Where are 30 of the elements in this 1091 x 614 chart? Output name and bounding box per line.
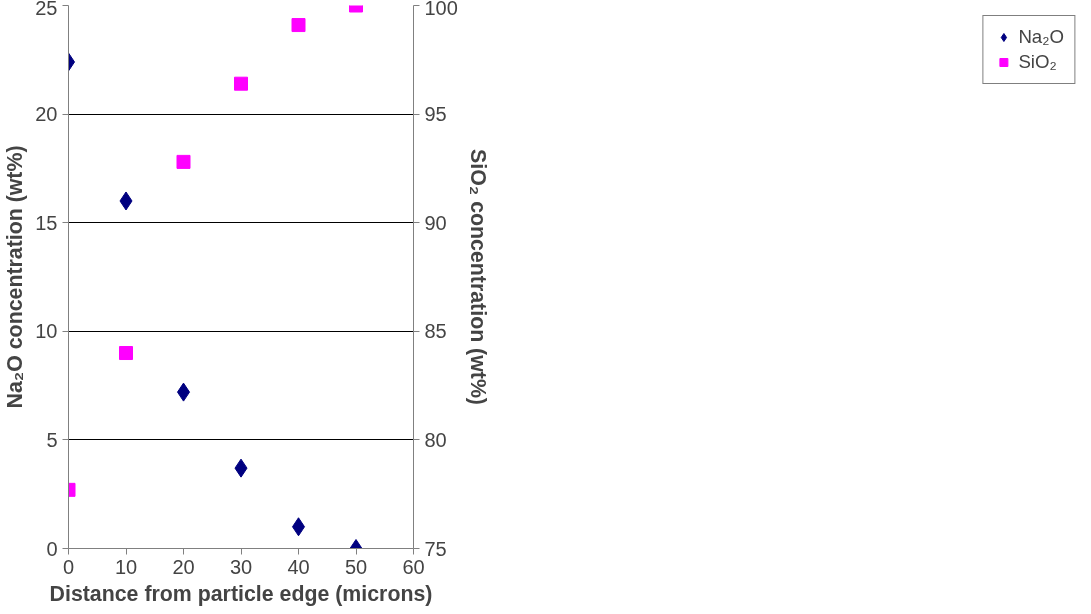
point — [119, 191, 133, 211]
x-tick-label: 0 — [62, 555, 75, 578]
y2-tick-label: 85 — [424, 320, 447, 343]
x-tick-label: 30 — [229, 555, 253, 578]
y2-tick-label: 90 — [424, 211, 447, 234]
y-tick-label: 10 — [35, 320, 58, 343]
x-axis-title: Distance from particle edge (microns) — [49, 581, 433, 606]
y-tick-label: 5 — [46, 428, 58, 451]
legend-label: Na₂O — [1018, 26, 1064, 48]
x-tick-label: 20 — [172, 555, 195, 578]
y-tick-label: 15 — [35, 211, 58, 234]
x-tick-label: 40 — [287, 555, 310, 578]
x-tick-label: 10 — [114, 555, 138, 578]
point — [176, 154, 191, 169]
y2-tick-label: 80 — [424, 428, 447, 451]
y2-tick-label: 100 — [424, 0, 458, 19]
y-axis-title: Na₂O concentration (wt%) — [3, 145, 28, 409]
y-tick-label: 0 — [46, 537, 58, 560]
y-tick-label: 20 — [35, 103, 58, 126]
y2-tick-label: 95 — [424, 103, 447, 126]
point — [119, 346, 133, 361]
y2-tick-label: 75 — [424, 537, 447, 560]
y-tick-label: 25 — [35, 0, 58, 19]
x-tick-label: 50 — [344, 555, 368, 578]
point — [234, 76, 248, 91]
point — [234, 458, 248, 478]
y2-axis-title: SiO₂ concentration (wt%) — [465, 149, 490, 405]
point — [291, 18, 306, 33]
legend-label: SiO₂ — [1018, 51, 1057, 73]
x-tick-label: 60 — [402, 555, 425, 578]
